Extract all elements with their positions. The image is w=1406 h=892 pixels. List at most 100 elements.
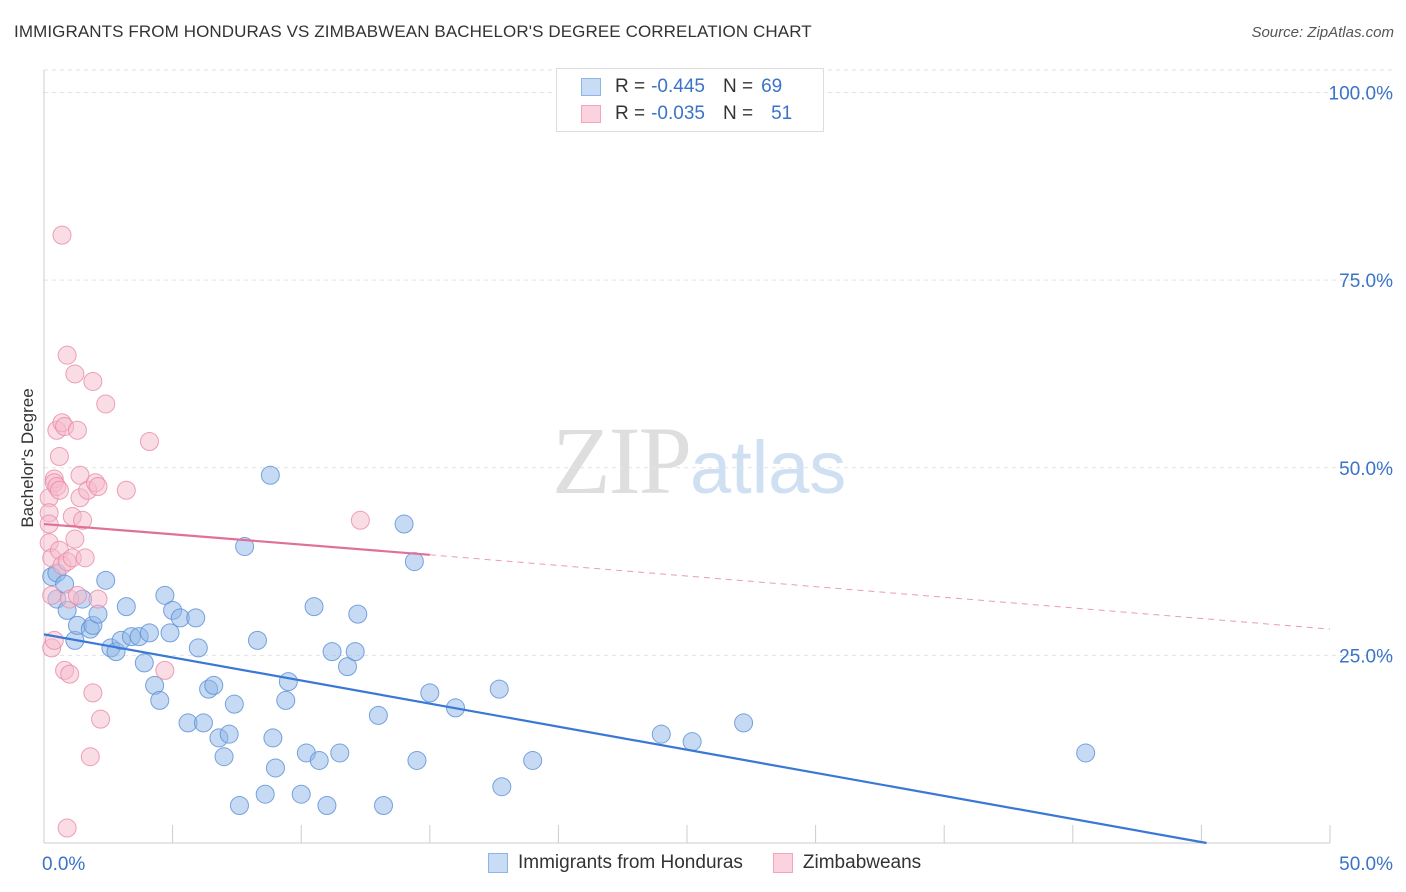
honduras-point <box>291 784 311 804</box>
zimbabwe-point <box>73 510 93 530</box>
legend-n-label: N = <box>722 103 754 124</box>
legend-r-value: -0.445 <box>651 76 705 97</box>
zimbabwe-point <box>83 683 103 703</box>
honduras-point <box>186 608 206 628</box>
zimbabwe-point <box>57 818 77 838</box>
zimbabwe-point <box>52 225 72 245</box>
zimbabwe-point <box>80 747 100 767</box>
correlation-legend: R = -0.445 N = 69 R = -0.035 N = 51 <box>556 68 824 132</box>
zimbabwe-point <box>65 364 85 384</box>
y-axis-label: Bachelor's Degree <box>18 388 37 528</box>
honduras-point <box>278 672 298 692</box>
honduras-point <box>139 623 159 643</box>
series-label-honduras: Immigrants from Honduras <box>518 852 743 873</box>
zimbabwe-point <box>88 477 108 497</box>
honduras-point <box>492 777 512 797</box>
honduras-point <box>265 758 285 778</box>
legend-n-value: 69 <box>761 76 783 97</box>
y-tick-label: 25.0% <box>1339 646 1393 667</box>
legend-row-zimbabwe: R = -0.035 N = 51 <box>581 103 792 125</box>
honduras-point <box>317 795 337 815</box>
honduras-point <box>96 570 116 590</box>
honduras-point <box>193 713 213 733</box>
legend-swatch-honduras <box>581 78 601 96</box>
honduras-point <box>229 795 249 815</box>
honduras-point <box>374 795 394 815</box>
zimbabwe-point <box>42 585 62 605</box>
zimbabwe-point <box>70 465 90 485</box>
zimbabwe-point <box>49 480 69 500</box>
zimbabwe-point <box>116 480 136 500</box>
zimbabwe-point <box>83 371 103 391</box>
honduras-point <box>682 732 702 752</box>
legend-r-label: R = <box>615 76 646 97</box>
honduras-point <box>263 728 283 748</box>
series-legend-honduras[interactable]: Immigrants from Honduras <box>488 852 743 874</box>
honduras-point <box>255 784 275 804</box>
honduras-point <box>394 514 414 534</box>
honduras-point <box>407 750 427 770</box>
honduras-point <box>276 690 296 710</box>
honduras-point <box>204 675 224 695</box>
zimbabwe-point <box>96 394 116 414</box>
honduras-point <box>304 597 324 617</box>
honduras-point <box>150 690 170 710</box>
zimbabwe-point <box>60 664 80 684</box>
honduras-point <box>651 724 671 744</box>
honduras-point <box>1076 743 1096 763</box>
series-legend: Immigrants from Honduras Zimbabweans <box>488 852 951 874</box>
honduras-point <box>219 724 239 744</box>
honduras-point <box>420 683 440 703</box>
y-tick-label: 100.0% <box>1329 84 1394 105</box>
honduras-point <box>523 750 543 770</box>
honduras-point <box>404 552 424 572</box>
honduras-point <box>155 585 175 605</box>
honduras-point <box>224 694 244 714</box>
series-label-zimbabwe: Zimbabweans <box>802 852 922 873</box>
honduras-point <box>160 623 180 643</box>
zimbabwe-point <box>139 431 159 451</box>
zimbabwe-point <box>75 548 95 568</box>
y-tick-label: 75.0% <box>1339 271 1393 292</box>
zimbabwe-point <box>65 529 85 549</box>
honduras-point <box>368 705 388 725</box>
legend-r-value: -0.035 <box>651 103 705 124</box>
legend-row-honduras: R = -0.445 N = 69 <box>581 76 782 98</box>
honduras-point <box>309 750 329 770</box>
honduras-point <box>489 679 509 699</box>
x-tick-label: 50.0% <box>1339 854 1393 875</box>
chart-title: IMMIGRANTS FROM HONDURAS VS ZIMBABWEAN B… <box>14 22 812 41</box>
honduras-point <box>116 597 136 617</box>
honduras-point <box>345 642 365 662</box>
series-swatch-honduras <box>488 853 508 873</box>
zimbabwe-trend-line-extension <box>429 554 1331 630</box>
watermark-zip: ZIP <box>552 407 692 514</box>
honduras-point <box>322 642 342 662</box>
legend-r-label: R = <box>615 103 646 124</box>
honduras-point <box>734 713 754 733</box>
series-legend-zimbabwe[interactable]: Zimbabweans <box>772 852 922 874</box>
legend-swatch-zimbabwe <box>581 105 601 123</box>
zimbabwe-point <box>67 585 87 605</box>
zimbabwe-point <box>57 345 77 365</box>
source-label: Source: ZipAtlas.com <box>1251 24 1394 41</box>
zimbabwe-point <box>67 420 87 440</box>
x-tick-label: 0.0% <box>42 854 85 875</box>
legend-n-label: N = <box>722 76 754 97</box>
zimbabwe-trend-line <box>43 522 430 556</box>
zimbabwe-point <box>155 660 175 680</box>
honduras-point <box>247 630 267 650</box>
honduras-point <box>337 657 357 677</box>
y-tick-label: 50.0% <box>1339 459 1393 480</box>
honduras-trend-line <box>43 633 1207 845</box>
zimbabwe-point <box>88 589 108 609</box>
zimbabwe-point <box>91 709 111 729</box>
honduras-point <box>348 604 368 624</box>
honduras-point <box>235 537 255 557</box>
honduras-point <box>214 747 234 767</box>
legend-n-value: 51 <box>771 103 793 124</box>
zimbabwe-point <box>49 447 69 466</box>
honduras-point <box>260 465 280 485</box>
zimbabwe-point <box>350 510 370 530</box>
